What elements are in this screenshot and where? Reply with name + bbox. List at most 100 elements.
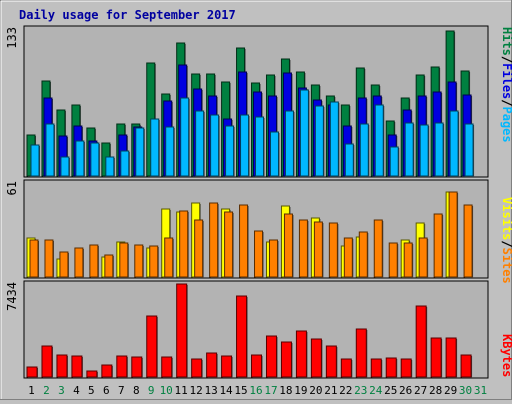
x-axis-label-day-10: 10 bbox=[160, 384, 173, 397]
pages-bar-day-18 bbox=[284, 110, 294, 177]
pages-bar-day-10 bbox=[165, 126, 175, 177]
pages-bar-day-1 bbox=[30, 144, 40, 177]
kbytes-bar-day-11 bbox=[176, 283, 188, 378]
sites-bar-day-14 bbox=[224, 211, 234, 278]
kbytes-bar-day-18 bbox=[280, 341, 292, 378]
svg-text:KBytes: KBytes bbox=[500, 334, 512, 377]
x-axis-label-day-9: 9 bbox=[148, 384, 155, 397]
x-axis-label-day-12: 12 bbox=[190, 384, 203, 397]
x-axis-label-day-16: 16 bbox=[249, 384, 262, 397]
pages-files-hits-panel bbox=[23, 25, 489, 178]
x-axis-label-day-8: 8 bbox=[133, 384, 140, 397]
chart-title: Daily usage for September 2017 bbox=[19, 8, 236, 22]
pages-bar-day-4 bbox=[75, 140, 85, 177]
kbytes-bar-day-23 bbox=[355, 328, 367, 378]
kbytes-bar-day-7 bbox=[116, 355, 128, 378]
kbytes-bar-day-26 bbox=[400, 358, 412, 378]
x-axis-label-day-13: 13 bbox=[204, 384, 217, 397]
legend-kbytes: KBytes bbox=[500, 334, 512, 377]
x-axis-label-day-24: 24 bbox=[369, 384, 383, 397]
sites-bar-day-17 bbox=[268, 239, 278, 278]
pages-bar-day-11 bbox=[180, 97, 190, 177]
kbytes-panel-legend: KBytes bbox=[500, 334, 512, 377]
svg-text:Hits/Files/Pages: Hits/Files/Pages bbox=[500, 27, 512, 143]
legend-visits: Visits bbox=[500, 197, 512, 240]
pages-bar-day-2 bbox=[45, 123, 55, 177]
pages-bar-day-23 bbox=[359, 123, 369, 177]
kbytes-bar-day-9 bbox=[146, 315, 158, 378]
chart-panels bbox=[23, 25, 489, 379]
x-axis-label-day-6: 6 bbox=[103, 384, 110, 397]
kbytes-bar-day-3 bbox=[56, 354, 68, 378]
sites-bar-day-19 bbox=[298, 219, 308, 278]
sites-bar-day-27 bbox=[418, 237, 428, 278]
pages-bar-day-21 bbox=[329, 101, 339, 177]
pages-bar-day-9 bbox=[150, 118, 160, 177]
svg-text:Visits/Sites: Visits/Sites bbox=[500, 197, 512, 284]
sites-bar-day-5 bbox=[89, 244, 99, 278]
kbytes-bar-day-13 bbox=[206, 352, 218, 378]
kbytes-bar-day-4 bbox=[71, 355, 83, 378]
kbytes-bar-day-16 bbox=[251, 354, 263, 378]
x-axis-label-day-5: 5 bbox=[88, 384, 95, 397]
x-axis-label-day-30: 30 bbox=[459, 384, 472, 397]
sites-bar-day-22 bbox=[343, 237, 353, 278]
sites-bar-day-6 bbox=[104, 254, 114, 278]
pages-bar-day-28 bbox=[434, 122, 444, 177]
x-axis-label-day-28: 28 bbox=[429, 384, 442, 397]
visits-panel-ymax-label: 61 bbox=[5, 181, 19, 195]
pages-bar-day-5 bbox=[90, 142, 100, 177]
sites-bar-day-3 bbox=[59, 251, 69, 278]
kbytes-bar-day-20 bbox=[310, 338, 322, 378]
x-axis-label-day-4: 4 bbox=[73, 384, 80, 397]
sites-bar-day-30 bbox=[463, 204, 473, 278]
x-axis-label-day-31: 31 bbox=[474, 384, 487, 397]
kbytes-panel-ymax-label: 7434 bbox=[5, 282, 19, 311]
x-axis-day-labels: 1 2 3 4 5 6 7 8 9 10 11 12 13 14 15 16 17 18 19 20 21 22 23 24 2… bbox=[28, 384, 487, 397]
sites-bar-day-7 bbox=[119, 242, 129, 278]
sites-bar-day-26 bbox=[403, 242, 413, 278]
pages-bar-day-17 bbox=[269, 131, 279, 177]
sites-bar-day-24 bbox=[373, 219, 383, 278]
sites-bar-day-9 bbox=[149, 245, 159, 278]
legend-hits: Hits bbox=[500, 27, 512, 56]
sites-bar-day-11 bbox=[179, 210, 189, 278]
kbytes-bar-day-24 bbox=[370, 358, 382, 378]
x-axis-label-day-21: 21 bbox=[324, 384, 337, 397]
x-axis-label-day-23: 23 bbox=[354, 384, 367, 397]
pages-bar-day-15 bbox=[240, 114, 250, 177]
sites-bar-day-4 bbox=[74, 247, 84, 278]
kbytes-bar-day-17 bbox=[265, 335, 277, 378]
pages-bar-day-7 bbox=[120, 150, 130, 177]
x-axis-label-day-15: 15 bbox=[234, 384, 247, 397]
pages-bar-day-14 bbox=[225, 125, 235, 177]
kbytes-bar-day-6 bbox=[101, 364, 113, 378]
kbytes-panel bbox=[23, 280, 489, 379]
pages-bar-day-6 bbox=[105, 156, 115, 177]
x-axis-label-day-18: 18 bbox=[279, 384, 292, 397]
sites-bar-day-8 bbox=[134, 244, 144, 278]
kbytes-bar-day-30 bbox=[460, 354, 472, 378]
sites-bar-day-12 bbox=[194, 219, 204, 278]
x-axis-label-day-14: 14 bbox=[219, 384, 233, 397]
kbytes-bar-day-5 bbox=[86, 370, 98, 378]
x-axis-label-day-29: 29 bbox=[444, 384, 457, 397]
visits-panel-legend: Visits/Sites bbox=[500, 197, 512, 284]
kbytes-bar-day-29 bbox=[445, 337, 457, 378]
pages-bar-day-3 bbox=[60, 156, 70, 177]
pages-bar-day-30 bbox=[464, 123, 474, 177]
sites-bar-day-20 bbox=[313, 221, 323, 278]
kbytes-bar-day-15 bbox=[236, 295, 248, 378]
x-axis-label-day-11: 11 bbox=[175, 384, 188, 397]
pages-bar-day-19 bbox=[299, 89, 309, 177]
pages-bar-day-25 bbox=[389, 146, 399, 177]
kbytes-bar-day-10 bbox=[161, 356, 173, 378]
legend-files: Files bbox=[500, 63, 512, 99]
kbytes-bar-day-2 bbox=[41, 345, 53, 378]
x-axis-label-day-19: 19 bbox=[294, 384, 307, 397]
kbytes-bar-day-25 bbox=[385, 357, 397, 378]
x-axis-label-day-27: 27 bbox=[414, 384, 427, 397]
pages-bar-day-8 bbox=[135, 127, 145, 177]
sites-bar-day-29 bbox=[448, 191, 458, 278]
